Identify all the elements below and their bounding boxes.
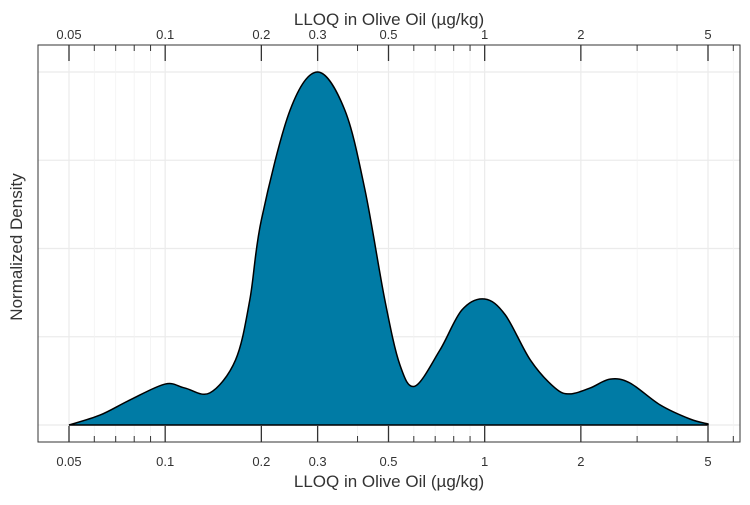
axis-ticks: 0.05 0.05 0.1 0.1 0.2 0.2 0.3 0.3 0.5 0.5 1 1 2 2 5 5	[56, 27, 734, 469]
y-axis-title: Normalized Density	[7, 173, 26, 321]
x-tick-label-top: 0.5	[379, 27, 397, 42]
x-tick-label-top: 5	[704, 27, 711, 42]
x-tick-label: 0.3	[309, 454, 327, 469]
x-axis-title-top: LLOQ in Olive Oil (µg/kg)	[294, 10, 484, 29]
x-axis-title: LLOQ in Olive Oil (µg/kg)	[294, 472, 484, 491]
x-tick-label-top: 0.05	[56, 27, 81, 42]
x-tick-label: 0.5	[379, 454, 397, 469]
x-tick-label-top: 0.3	[309, 27, 327, 42]
x-tick-label-top: 0.2	[252, 27, 270, 42]
x-tick-label: 0.2	[252, 454, 270, 469]
x-tick-label: 2	[577, 454, 584, 469]
density-area	[68, 71, 709, 426]
x-tick-label-top: 2	[577, 27, 584, 42]
x-tick-label: 1	[481, 454, 488, 469]
x-tick-label-top: 0.1	[156, 27, 174, 42]
x-tick-label-top: 1	[481, 27, 488, 42]
x-tick-label: 0.05	[56, 454, 81, 469]
x-tick-label: 0.1	[156, 454, 174, 469]
x-tick-label: 5	[704, 454, 711, 469]
